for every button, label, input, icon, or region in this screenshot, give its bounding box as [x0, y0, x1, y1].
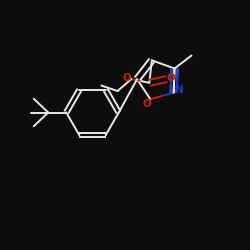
Text: O: O — [166, 73, 175, 83]
Text: O: O — [142, 99, 151, 109]
Text: N: N — [175, 85, 184, 95]
Text: O: O — [123, 73, 132, 83]
